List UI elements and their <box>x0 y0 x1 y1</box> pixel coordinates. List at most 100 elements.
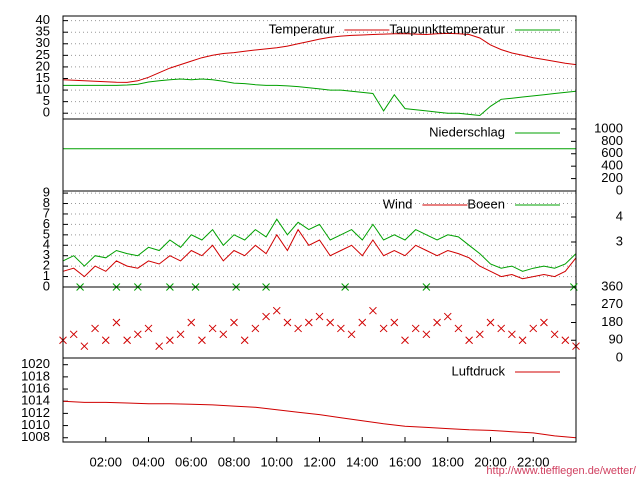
point <box>315 312 324 321</box>
y-tick-label: 40 <box>36 12 50 27</box>
point <box>550 330 559 339</box>
y-tick-label: 6 <box>43 216 50 231</box>
point <box>326 318 335 327</box>
y-tick-label: 10 <box>36 82 50 97</box>
point <box>80 342 89 351</box>
legend-label: Taupunkttemperatur <box>389 21 505 36</box>
point <box>390 318 399 327</box>
y-tick-label: 30 <box>36 35 50 50</box>
point <box>347 330 356 339</box>
y2-tick-label: 4 <box>616 208 623 223</box>
y-tick-label: 1008 <box>21 429 50 444</box>
point <box>101 336 110 345</box>
point <box>208 324 217 333</box>
y-tick-label: 1010 <box>21 417 50 432</box>
point <box>219 330 228 339</box>
point <box>176 330 185 339</box>
point <box>475 330 484 339</box>
x-tick-label: 02:00 <box>89 454 122 469</box>
point <box>529 324 538 333</box>
y2-tick-label: 3 <box>616 233 623 248</box>
point <box>187 318 196 327</box>
point <box>540 318 548 327</box>
y-tick-label: 1014 <box>21 393 50 408</box>
y-tick-label: 0 <box>43 278 50 293</box>
point <box>283 318 292 327</box>
point <box>443 312 452 321</box>
x-tick-label: 16:00 <box>389 454 422 469</box>
legend-label: Niederschlag <box>429 124 505 139</box>
y-tick-label: 9 <box>43 185 50 200</box>
y-tick-label: 3 <box>43 247 50 262</box>
y2-tick-label: 600 <box>601 145 623 160</box>
point <box>272 306 281 315</box>
point <box>230 318 238 327</box>
y-tick-label: 0 <box>43 105 50 120</box>
series-line <box>63 78 577 117</box>
point <box>144 324 153 333</box>
point <box>337 324 345 333</box>
y-tick-label: 35 <box>36 24 50 39</box>
y2-tick-label: 0 <box>616 349 623 364</box>
point <box>508 330 516 339</box>
y2-tick-label: 0 <box>616 182 623 197</box>
point <box>379 324 388 333</box>
point <box>561 336 570 345</box>
point <box>304 318 313 327</box>
legend-label: Boeen <box>467 196 505 211</box>
panel-frame <box>62 357 577 443</box>
y-tick-label: 4 <box>43 237 50 252</box>
point <box>240 336 249 345</box>
y-tick-label: 25 <box>36 47 50 62</box>
point <box>112 318 121 327</box>
series-line <box>62 32 577 83</box>
y-tick-label: 1012 <box>21 405 50 420</box>
point <box>433 318 441 327</box>
y2-tick-label: 90 <box>609 332 623 347</box>
series-line <box>62 400 577 439</box>
x-tick-label: 14:00 <box>346 454 379 469</box>
y-tick-label: 1016 <box>21 380 50 395</box>
y-tick-label: 1018 <box>21 368 50 383</box>
x-tick-label: 04:00 <box>132 454 165 469</box>
point <box>198 336 206 345</box>
x-tick-label: 20:00 <box>474 454 507 469</box>
x-tick-label: 08:00 <box>218 454 251 469</box>
point <box>294 324 302 333</box>
point <box>133 330 142 339</box>
y-tick-label: 1 <box>43 268 50 283</box>
footer-url: http://www.tiefflegen.de/wetter/ <box>486 465 637 477</box>
x-tick-label: 22:00 <box>517 454 550 469</box>
point <box>369 306 377 315</box>
y-tick-label: 1020 <box>21 356 50 371</box>
x-tick-label: 12:00 <box>303 454 336 469</box>
x-tick-label: 06:00 <box>175 454 208 469</box>
point <box>411 324 420 333</box>
point <box>251 324 260 333</box>
y2-tick-label: 180 <box>601 314 623 329</box>
point <box>486 318 495 327</box>
point <box>358 318 367 327</box>
point <box>497 324 506 333</box>
point <box>262 312 270 321</box>
point <box>401 336 409 345</box>
y2-tick-label: 400 <box>601 158 623 173</box>
point <box>422 330 431 339</box>
x-tick-label: 10:00 <box>260 454 293 469</box>
point <box>166 336 174 345</box>
legend-label: Luftdruck <box>452 363 506 378</box>
y-tick-label: 2 <box>43 258 50 273</box>
y2-tick-label: 800 <box>601 133 623 148</box>
point <box>518 336 527 345</box>
legend-label: Temperatur <box>269 21 335 36</box>
y-tick-label: 15 <box>36 70 50 85</box>
panel-frame <box>62 286 577 359</box>
y-tick-label: 7 <box>43 205 50 220</box>
legend-label: Wind <box>383 196 413 211</box>
series-line <box>62 218 577 272</box>
y2-tick-label: 360 <box>601 278 623 293</box>
y-tick-label: 20 <box>36 58 50 73</box>
y-tick-label: 8 <box>43 195 50 210</box>
